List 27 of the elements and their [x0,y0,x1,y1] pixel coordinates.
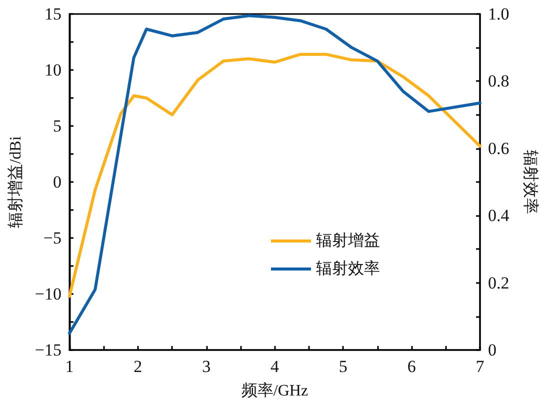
y-tick-label: −5 [43,228,62,248]
y-tick-label: 10 [44,60,62,80]
y2-axis-title: 辐射效率 [522,150,540,214]
legend-label: 辐射增益 [316,232,380,250]
x-tick-label: 4 [270,357,280,376]
y-tick-label: −10 [34,284,62,304]
x-tick-label: 2 [134,357,142,376]
legend-label: 辐射效率 [316,260,380,278]
x-tick-label: 5 [338,357,348,376]
y2-tick-label: 1.0 [488,4,510,24]
y2-tick-label: 0.2 [488,273,510,292]
x-tick-label: 6 [407,357,416,376]
y2-tick-label: 0.4 [488,206,510,226]
y-tick-label: 0 [52,172,62,192]
x-tick-label: 1 [65,357,74,376]
y2-tick-label: 0.6 [488,138,510,158]
y-axis-title: 辐射增益/dBi [6,136,24,228]
y-tick-label: 15 [44,4,62,24]
x-tick-label: 3 [202,357,211,376]
y2-tick-label: 0.8 [488,72,510,91]
line-series [68,52,482,298]
y-tick-label: 5 [52,116,62,136]
y-tick-label: −15 [34,340,62,360]
y2-tick-label: 0 [488,340,496,360]
x-tick-label: 7 [476,357,485,376]
line-series [68,14,482,335]
x-axis-title: 频率/GHz [241,382,308,400]
